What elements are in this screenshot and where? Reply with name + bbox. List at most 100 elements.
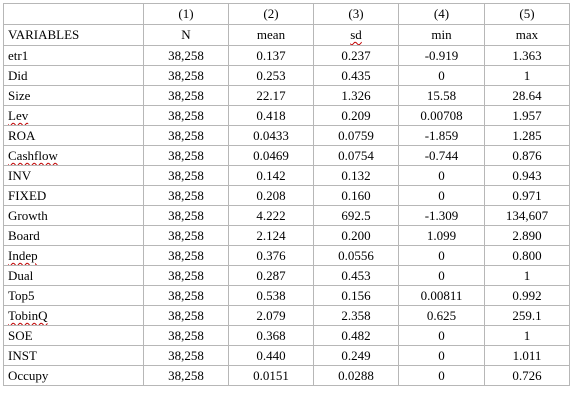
cell-mean: 0.0469: [228, 145, 314, 166]
variable-name-cell: FIXED: [3, 185, 144, 206]
cell-max: 28.64: [484, 85, 570, 106]
cell-mean: 0.418: [228, 105, 314, 126]
cell-sd: 0.0754: [313, 145, 399, 166]
cell-max: 1.011: [484, 345, 570, 366]
stat-header-sd-text: sd: [350, 27, 362, 42]
variable-name: Lev: [8, 108, 29, 123]
cell-n: 38,258: [143, 325, 229, 346]
cell-sd: 0.132: [313, 165, 399, 186]
variable-name-cell: Growth: [3, 205, 144, 226]
cell-n: 38,258: [143, 185, 229, 206]
table-row: SOE 38,258 0.368 0.482 0 1: [3, 325, 570, 346]
table-row: Top5 38,258 0.538 0.156 0.00811 0.992: [3, 285, 570, 306]
cell-mean: 0.142: [228, 165, 314, 186]
cell-max: 1: [484, 325, 570, 346]
variable-name-cell: Top5: [3, 285, 144, 306]
header-empty-cell: [3, 3, 144, 25]
table-row: ROA 38,258 0.0433 0.0759 -1.859 1.285: [3, 125, 570, 146]
table-row: TobinQ 38,258 2.079 2.358 0.625 259.1: [3, 305, 570, 326]
column-number-5: (5): [484, 3, 570, 25]
variable-name: Size: [8, 88, 31, 103]
cell-sd: 0.453: [313, 265, 399, 286]
cell-min: 0: [398, 325, 485, 346]
variable-name-cell: Indep: [3, 245, 144, 266]
cell-sd: 1.326: [313, 85, 399, 106]
variable-name-cell: INST: [3, 345, 144, 366]
cell-max: 134,607: [484, 205, 570, 226]
cell-min: 15.58: [398, 85, 485, 106]
variable-name: Indep: [8, 248, 38, 263]
cell-max: 1.285: [484, 125, 570, 146]
cell-max: 1: [484, 265, 570, 286]
column-number-1: (1): [143, 3, 229, 25]
column-number-4: (4): [398, 3, 485, 25]
variable-name: ROA: [8, 128, 36, 143]
cell-sd: 0.0759: [313, 125, 399, 146]
cell-max: 0.876: [484, 145, 570, 166]
cell-n: 38,258: [143, 305, 229, 326]
cell-max: 0.726: [484, 365, 570, 386]
cell-min: -0.744: [398, 145, 485, 166]
cell-min: 0: [398, 365, 485, 386]
cell-min: 0: [398, 345, 485, 366]
cell-mean: 0.0151: [228, 365, 314, 386]
descriptive-statistics-table: (1) (2) (3) (4) (5) VARIABLES N mean sd …: [3, 3, 570, 386]
table-row: INV 38,258 0.142 0.132 0 0.943: [3, 165, 570, 186]
cell-n: 38,258: [143, 205, 229, 226]
cell-min: 0.625: [398, 305, 485, 326]
cell-n: 38,258: [143, 225, 229, 246]
header-row-stats: VARIABLES N mean sd min max: [3, 24, 570, 46]
variable-name: Did: [8, 68, 28, 83]
cell-mean: 4.222: [228, 205, 314, 226]
variable-name-cell: Occupy: [3, 365, 144, 386]
variable-name: Top5: [8, 288, 35, 303]
cell-mean: 0.376: [228, 245, 314, 266]
table-row: Lev 38,258 0.418 0.209 0.00708 1.957: [3, 105, 570, 126]
cell-n: 38,258: [143, 245, 229, 266]
cell-min: -1.309: [398, 205, 485, 226]
variable-name: etr1: [8, 48, 29, 63]
cell-max: 1: [484, 65, 570, 86]
cell-mean: 2.079: [228, 305, 314, 326]
cell-n: 38,258: [143, 65, 229, 86]
cell-mean: 0.137: [228, 45, 314, 66]
cell-min: 0.00708: [398, 105, 485, 126]
variable-name-cell: ROA: [3, 125, 144, 146]
variable-name-cell: INV: [3, 165, 144, 186]
stat-header-mean: mean: [228, 24, 314, 46]
table-row: Board 38,258 2.124 0.200 1.099 2.890: [3, 225, 570, 246]
cell-n: 38,258: [143, 45, 229, 66]
variable-name-cell: Lev: [3, 105, 144, 126]
cell-mean: 2.124: [228, 225, 314, 246]
cell-min: 0: [398, 165, 485, 186]
cell-max: 0.943: [484, 165, 570, 186]
table-row: FIXED 38,258 0.208 0.160 0 0.971: [3, 185, 570, 206]
cell-mean: 0.440: [228, 345, 314, 366]
stat-header-sd: sd: [313, 24, 399, 46]
stat-header-max: max: [484, 24, 570, 46]
variable-name: SOE: [8, 328, 33, 343]
cell-sd: 692.5: [313, 205, 399, 226]
cell-sd: 2.358: [313, 305, 399, 326]
cell-min: 0: [398, 185, 485, 206]
variable-name-cell: Cashflow: [3, 145, 144, 166]
table-row: Occupy 38,258 0.0151 0.0288 0 0.726: [3, 365, 570, 386]
stat-header-min: min: [398, 24, 485, 46]
cell-max: 2.890: [484, 225, 570, 246]
cell-min: 0: [398, 245, 485, 266]
cell-n: 38,258: [143, 165, 229, 186]
variables-header: VARIABLES: [3, 24, 144, 46]
table-row: Growth 38,258 4.222 692.5 -1.309 134,607: [3, 205, 570, 226]
variable-name-cell: etr1: [3, 45, 144, 66]
variable-name: Board: [8, 228, 40, 243]
column-number-2: (2): [228, 3, 314, 25]
variable-name: Cashflow: [8, 148, 58, 163]
cell-mean: 0.287: [228, 265, 314, 286]
variable-name: Occupy: [8, 368, 49, 383]
cell-max: 1.957: [484, 105, 570, 126]
cell-min: -0.919: [398, 45, 485, 66]
table-row: Size 38,258 22.17 1.326 15.58 28.64: [3, 85, 570, 106]
cell-n: 38,258: [143, 145, 229, 166]
table-row: Did 38,258 0.253 0.435 0 1: [3, 65, 570, 86]
cell-n: 38,258: [143, 285, 229, 306]
